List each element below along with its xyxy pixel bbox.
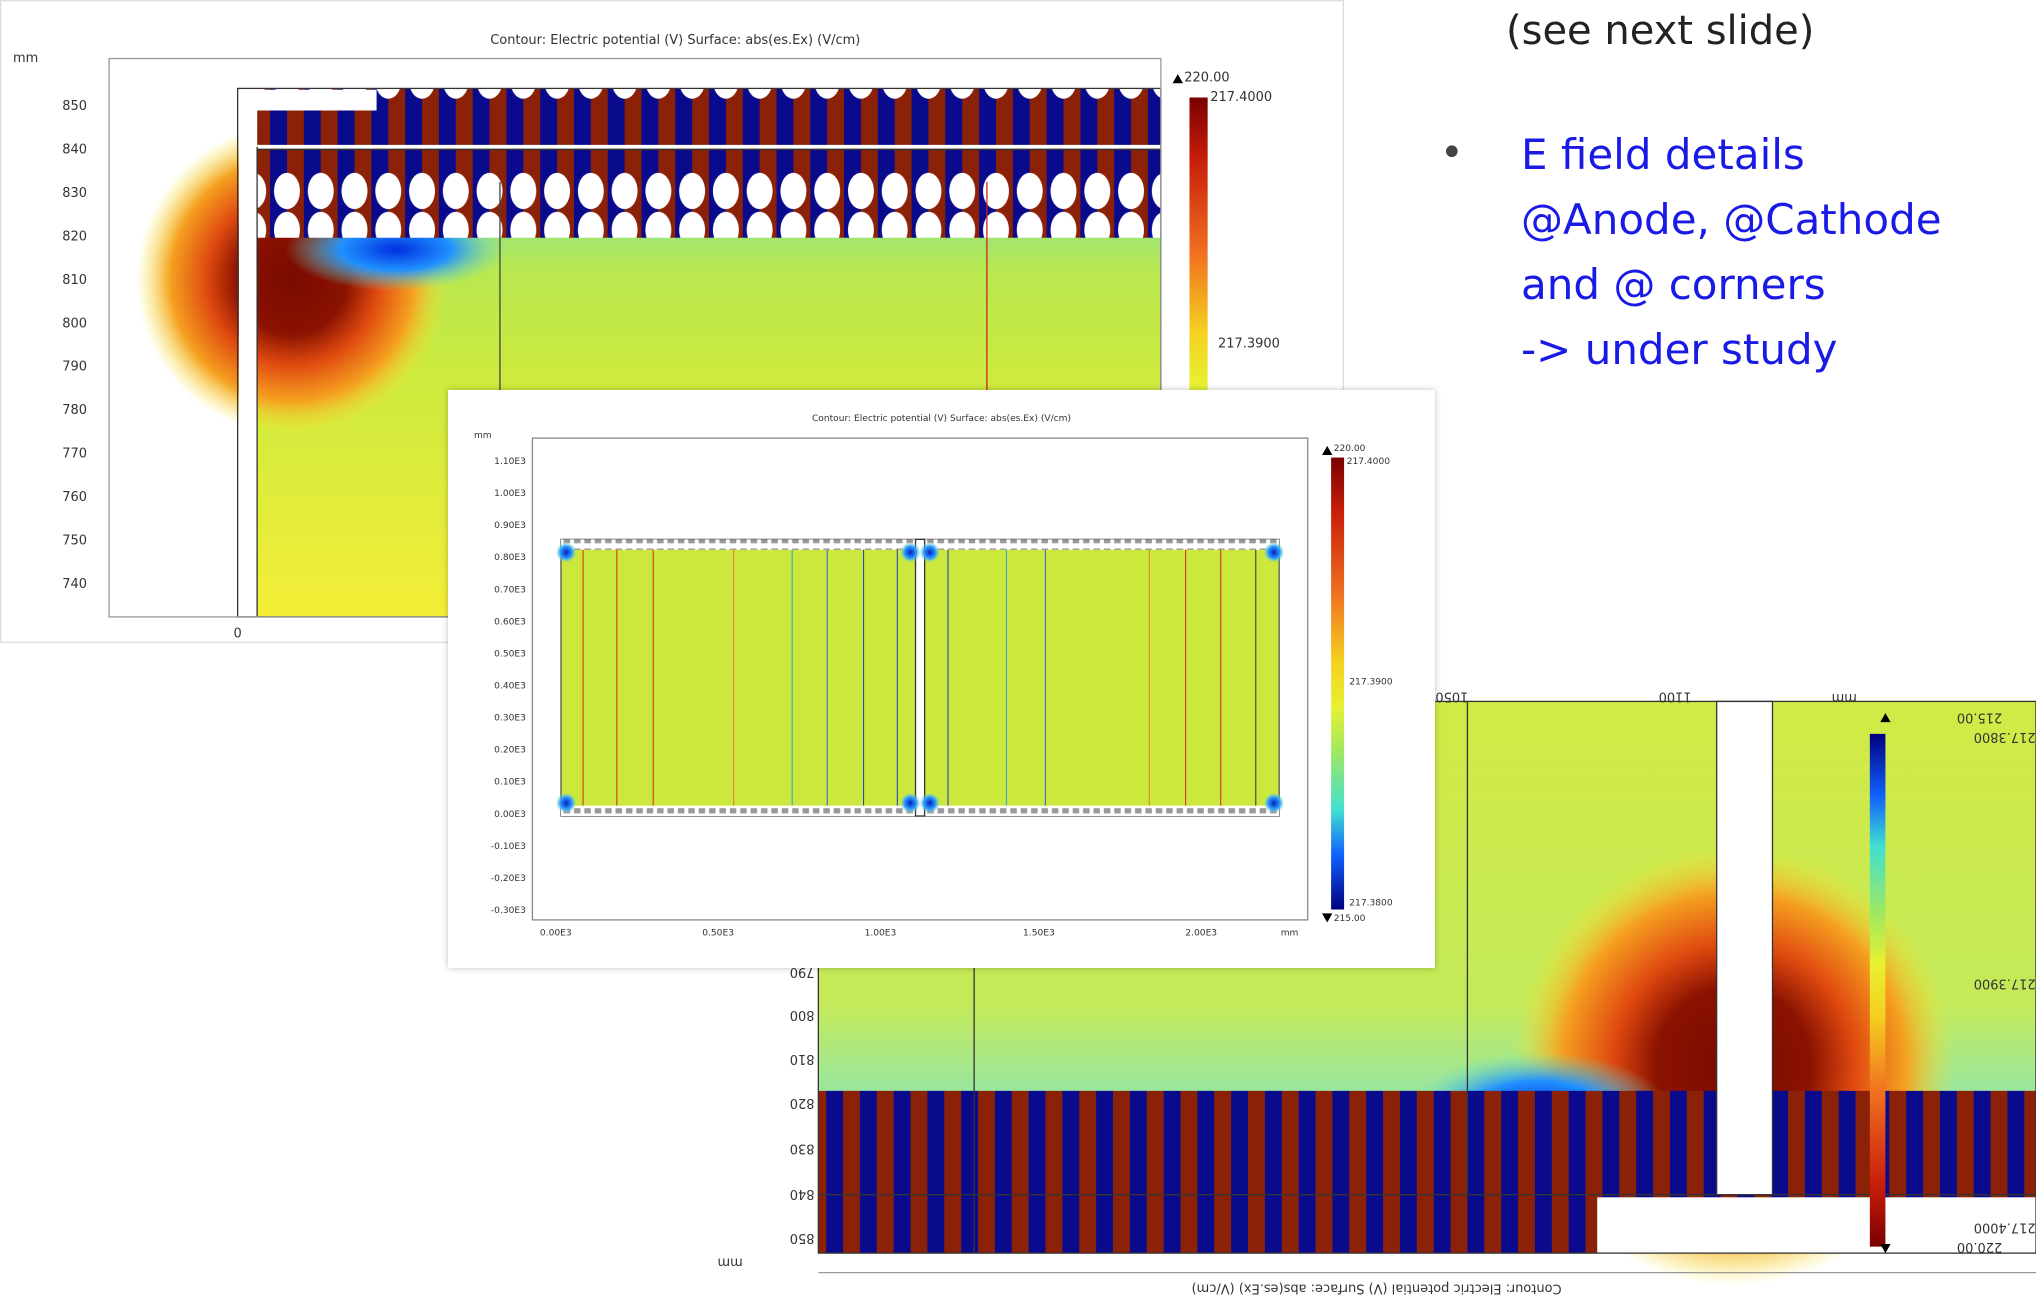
y-tick-label: 0.60E3	[494, 617, 526, 627]
unit-label: mm	[1832, 690, 1857, 705]
y-tick-label: 810	[790, 1051, 815, 1066]
y-tick-label: 0.80E3	[494, 553, 526, 563]
y-tick-label: 840	[62, 143, 87, 158]
unit-label: mm	[717, 1255, 742, 1270]
y-tick-label: 1.10E3	[494, 457, 526, 467]
colorbar-label: 215.00	[1334, 914, 1366, 924]
colorbar-label: 217.3900	[1974, 976, 2036, 991]
y-tick-label: 740	[62, 577, 87, 592]
colorbar-label: 217.3800	[1349, 899, 1393, 909]
x-tick-label: 1.00E3	[865, 928, 897, 938]
min-marker	[1880, 713, 1891, 723]
y-tick-label: 0.70E3	[494, 585, 526, 595]
bullet-text: E field details	[1521, 130, 1805, 179]
colorbar-label: 217.4000	[1974, 1220, 2036, 1235]
bullet-text: and @ corners	[1521, 260, 1826, 309]
y-tick-label: 820	[62, 229, 87, 244]
y-tick-label: 830	[790, 1140, 815, 1155]
y-tick-label: 750	[62, 533, 87, 548]
unit-label: mm	[474, 431, 492, 441]
x-tick-label: 1050	[1435, 689, 1468, 704]
plot-overview: Contour: Electric potential (V) Surface:…	[448, 390, 1435, 968]
gap	[914, 538, 926, 817]
max-marker	[1880, 1244, 1891, 1254]
colorbar-label: 217.3900	[1218, 337, 1280, 352]
y-tick-label: 0.20E3	[494, 746, 526, 756]
y-tick-label: 850	[62, 99, 87, 114]
y-tick-label: 0.30E3	[494, 714, 526, 724]
colorbar-label: 220.00	[1184, 71, 1229, 86]
y-tick-label: 0.40E3	[494, 682, 526, 692]
unit-label: mm	[1281, 928, 1299, 938]
bullet-text: @Anode, @Cathode	[1521, 195, 1942, 244]
y-tick-label: 830	[62, 186, 87, 201]
plot-title: Contour: Electric potential (V) Surface:…	[490, 33, 860, 48]
unit-label: mm	[13, 51, 38, 66]
electrode-strips	[257, 88, 1161, 238]
colorbar-label: 217.4000	[1347, 457, 1391, 467]
x-tick-label: 2.00E3	[1185, 928, 1217, 938]
y-tick-label: -0.10E3	[491, 842, 526, 852]
colorbar	[1331, 457, 1345, 910]
y-tick-label: 760	[62, 490, 87, 505]
y-tick-label: 1.00E3	[494, 489, 526, 499]
plot-title: Contour: Electric potential (V) Surface:…	[812, 414, 1071, 424]
x-tick-label: 0.00E3	[540, 928, 572, 938]
colorbar	[1869, 733, 1886, 1247]
y-tick-label: 840	[790, 1186, 815, 1201]
axes-frame	[531, 437, 1309, 921]
x-tick-label: 0	[234, 626, 242, 641]
y-tick-label: 0.50E3	[494, 649, 526, 659]
note: (see next slide)	[1506, 8, 1815, 54]
colorbar-label: 217.3800	[1974, 729, 2036, 744]
y-tick-label: 770	[62, 447, 87, 462]
max-marker	[1322, 445, 1333, 455]
plot-title: Contour: Electric potential (V) Surface:…	[1192, 1281, 1562, 1296]
x-tick-label: 1100	[1659, 689, 1692, 704]
bullet-text: -> under study	[1521, 325, 1838, 374]
contours	[582, 549, 1257, 806]
bullet-dot: •	[1440, 130, 1464, 176]
colorbar-label: 217.4000	[1210, 90, 1272, 105]
y-tick-label: 810	[62, 273, 87, 288]
blank	[238, 89, 377, 111]
x-tick-label: 1.50E3	[1023, 928, 1055, 938]
y-tick-label: 800	[790, 1007, 815, 1022]
colorbar-label: 217.3900	[1349, 678, 1393, 688]
blank	[238, 89, 258, 617]
colorbar-label: 220.00	[1957, 1239, 2002, 1254]
y-tick-label: 790	[62, 360, 87, 375]
colorbar-label: 215.00	[1957, 709, 2002, 724]
min-marker	[1322, 913, 1333, 923]
blank	[1597, 1197, 2036, 1254]
y-tick-label: -0.30E3	[491, 906, 526, 916]
gap	[1716, 700, 1774, 1196]
colorbar-label: 220.00	[1334, 444, 1366, 454]
y-tick-label: 780	[62, 403, 87, 418]
y-tick-label: 0.10E3	[494, 778, 526, 788]
y-tick-label: 0.90E3	[494, 521, 526, 531]
y-tick-label: 820	[790, 1095, 815, 1110]
y-tick-label: 0.00E3	[494, 810, 526, 820]
x-tick-label: 0.50E3	[702, 928, 734, 938]
max-marker	[1172, 74, 1183, 84]
y-tick-label: 850	[790, 1230, 815, 1245]
corner-spots	[555, 541, 1285, 814]
y-tick-label: 800	[62, 316, 87, 331]
y-tick-label: -0.20E3	[491, 874, 526, 884]
